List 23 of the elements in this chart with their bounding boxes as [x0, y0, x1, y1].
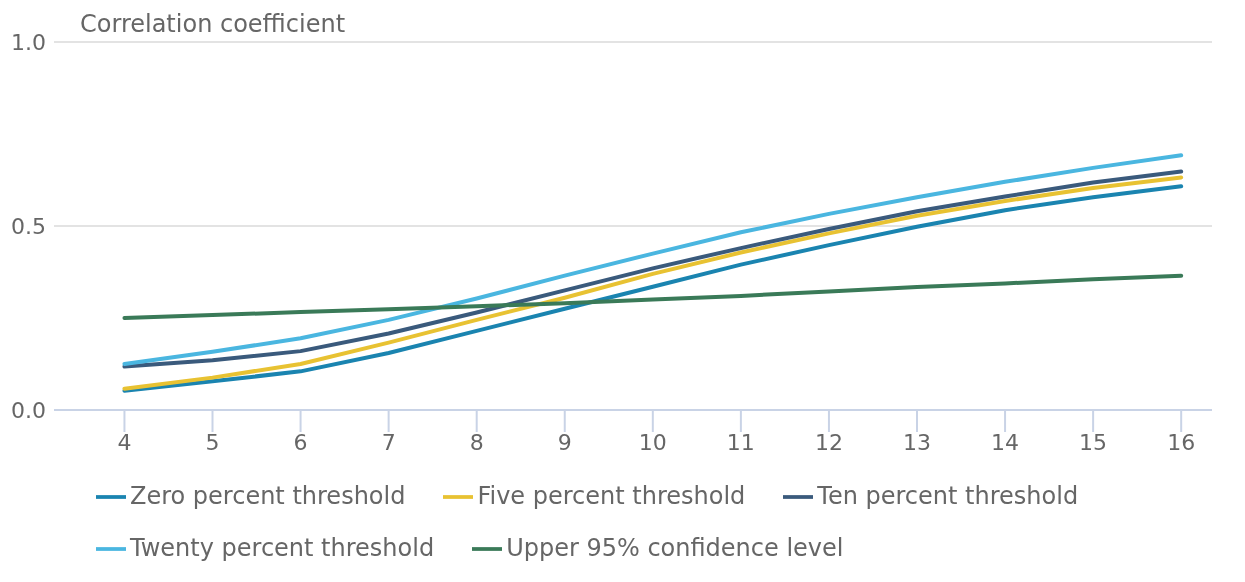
x-tick-label: 5 [205, 429, 220, 455]
x-tick-label: 4 [117, 429, 132, 455]
x-tick-label: 11 [726, 429, 755, 455]
line-series [122, 273, 1184, 320]
x-tick-label: 15 [1079, 429, 1108, 455]
x-tick-label: 9 [557, 429, 572, 455]
x-tick-label: 7 [381, 429, 396, 455]
x-tick-label: 6 [293, 429, 308, 455]
x-tick-label: 13 [903, 429, 931, 455]
x-tick-label: 10 [638, 429, 667, 455]
legend-label: Five percent threshold [477, 482, 746, 510]
x-tick-label: 14 [991, 429, 1020, 455]
y-axis-title: Correlation coefficient [80, 10, 346, 38]
y-tick-label: 0.0 [11, 397, 46, 423]
x-tick-label: 16 [1167, 429, 1196, 455]
legend-label: Twenty percent threshold [130, 534, 435, 562]
x-tick-label: 12 [814, 429, 843, 455]
legend-label: Upper 95% confidence level [506, 534, 844, 562]
y-tick-label: 0.5 [11, 213, 46, 239]
y-tick-label: 1.0 [11, 29, 46, 55]
legend-label: Ten percent threshold [817, 482, 1079, 510]
legend-label: Zero percent threshold [130, 482, 406, 510]
x-tick-label: 8 [469, 429, 484, 455]
